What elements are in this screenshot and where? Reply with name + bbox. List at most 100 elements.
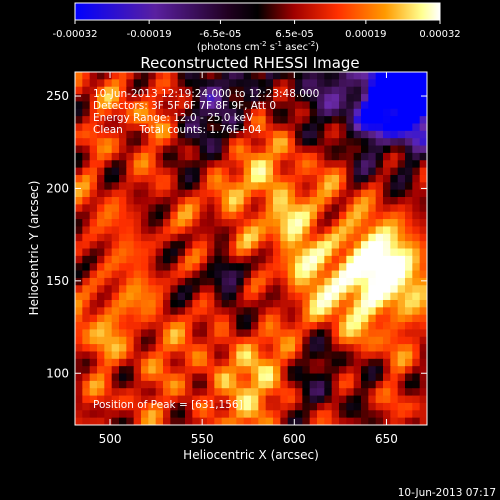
heatmap-cell	[251, 94, 259, 103]
heatmap-cell	[170, 219, 179, 228]
heatmap-cell	[302, 351, 311, 360]
heatmap-cell	[243, 94, 252, 103]
heatmap-cell	[192, 79, 201, 88]
heatmap-cell	[412, 277, 421, 286]
heatmap-cell	[368, 263, 377, 272]
heatmap-cell	[397, 417, 406, 425]
heatmap-cell	[185, 307, 193, 316]
heatmap-cell	[287, 307, 296, 316]
heatmap-cell	[419, 72, 427, 80]
heatmap-cell	[163, 79, 171, 88]
heatmap-cell	[236, 211, 245, 220]
heatmap-cell	[192, 358, 201, 367]
heatmap-cell	[346, 241, 355, 250]
heatmap-cell	[295, 307, 303, 316]
x-tick-label: 500	[99, 432, 122, 446]
heatmap-cell	[75, 351, 83, 360]
heatmap-cell	[258, 388, 267, 397]
heatmap-cell	[214, 116, 223, 125]
heatmap-cell	[192, 226, 201, 235]
heatmap-cell	[192, 322, 201, 330]
heatmap-cell	[214, 138, 223, 147]
heatmap-cell	[229, 263, 237, 272]
heatmap-cell	[251, 314, 259, 323]
heatmap-cell	[229, 402, 237, 411]
heatmap-cell	[339, 167, 347, 176]
heatmap-cell	[295, 336, 303, 345]
heatmap-cell	[126, 395, 135, 404]
heatmap-cell	[221, 145, 230, 154]
heatmap-cell	[265, 167, 274, 176]
heatmap-cell	[309, 72, 318, 80]
heatmap-cell	[141, 255, 149, 264]
heatmap-cell	[375, 336, 384, 345]
heatmap-cell	[236, 344, 245, 353]
heatmap-cell	[214, 145, 223, 154]
heatmap-cell	[419, 226, 427, 235]
heatmap-cell	[243, 101, 252, 110]
heatmap-cell	[163, 219, 171, 228]
heatmap-cell	[111, 417, 120, 425]
heatmap-cell	[390, 314, 399, 323]
heatmap-cell	[185, 204, 193, 213]
heatmap-cell	[309, 108, 318, 117]
heatmap-cell	[265, 211, 274, 220]
heatmap-cell	[199, 373, 208, 382]
heatmap-cell	[324, 388, 333, 397]
heatmap-cell	[119, 263, 127, 272]
heatmap-cell	[148, 204, 157, 213]
heatmap-cell	[170, 255, 179, 264]
heatmap-cell	[265, 241, 274, 250]
heatmap-cell	[163, 145, 171, 154]
heatmap-cell	[324, 248, 333, 257]
heatmap-cell	[192, 197, 201, 205]
heatmap-cell	[324, 299, 333, 308]
heatmap-cell	[126, 248, 135, 257]
heatmap-cell	[419, 344, 427, 353]
heatmap-cell	[97, 116, 105, 125]
heatmap-cell	[390, 79, 399, 88]
heatmap-cell	[214, 336, 223, 345]
heatmap-cell	[375, 116, 384, 125]
heatmap-cell	[185, 263, 193, 272]
heatmap-cell	[111, 292, 120, 301]
heatmap-cell	[155, 336, 164, 345]
heatmap-cell	[243, 189, 252, 198]
heatmap-cell	[375, 211, 384, 220]
heatmap-cell	[236, 380, 245, 389]
heatmap-cell	[133, 402, 142, 411]
heatmap-cell	[207, 101, 215, 110]
heatmap-cell	[207, 322, 215, 330]
heatmap-cell	[89, 255, 98, 264]
heatmap-cell	[75, 123, 83, 132]
heatmap-cell	[339, 197, 347, 205]
heatmap-cell	[302, 410, 311, 419]
heatmap-cell	[141, 145, 149, 154]
heatmap-cell	[258, 86, 267, 95]
heatmap-cell	[346, 402, 355, 411]
heatmap-cell	[317, 410, 325, 419]
heatmap-cell	[353, 94, 362, 103]
heatmap-cell	[258, 395, 267, 404]
heatmap-cell	[163, 344, 171, 353]
heatmap-cell	[82, 366, 91, 375]
heatmap-cell	[375, 79, 384, 88]
heatmap-cell	[324, 138, 333, 147]
heatmap-cell	[192, 160, 201, 169]
heatmap-cell	[302, 138, 311, 147]
heatmap-cell	[390, 204, 399, 213]
heatmap-cell	[280, 344, 289, 353]
heatmap-cell	[287, 373, 296, 382]
heatmap-cell	[243, 314, 252, 323]
heatmap-cell	[375, 197, 384, 205]
heatmap-cell	[383, 116, 391, 125]
heatmap-cell	[317, 79, 325, 88]
heatmap-cell	[133, 116, 142, 125]
heatmap-cell	[170, 226, 179, 235]
heatmap-cell	[375, 263, 384, 272]
heatmap-cell	[361, 108, 369, 117]
heatmap-cell	[251, 344, 259, 353]
heatmap-cell	[317, 329, 325, 338]
heatmap-cell	[170, 189, 179, 198]
heatmap-cell	[324, 277, 333, 286]
